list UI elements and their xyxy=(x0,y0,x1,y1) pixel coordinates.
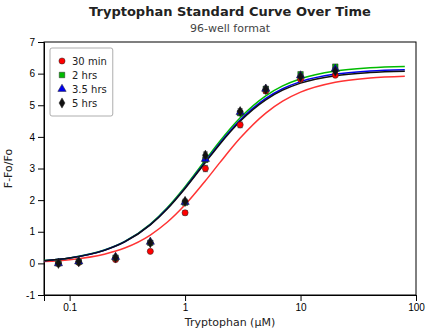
y-tick: 1 xyxy=(29,226,44,237)
point xyxy=(147,248,153,254)
y-tick-mark xyxy=(38,74,44,75)
y-tick: 2 xyxy=(29,195,44,206)
legend-symbol xyxy=(59,72,64,77)
y-tick: 4 xyxy=(29,132,44,143)
title: Tryptophan Standard Curve Over Time xyxy=(89,4,371,19)
subtitle: 96-well format xyxy=(190,22,271,35)
x-axis: 0.1 1 10 100 xyxy=(45,295,426,313)
y-axis-title: F-Fo/Fo xyxy=(2,149,15,189)
x-tick-label: 100 xyxy=(408,302,425,313)
x-axis-line xyxy=(45,296,417,302)
x-tick: 10 xyxy=(295,295,307,313)
point xyxy=(55,258,61,268)
point xyxy=(182,196,188,206)
legend-item: 30 min xyxy=(59,56,107,67)
y-tick-mark xyxy=(38,137,44,138)
y-tick-label: 2 xyxy=(29,195,35,206)
y-tick-label: 1 xyxy=(29,226,35,237)
x-tick-label: 10 xyxy=(295,302,307,313)
y-tick: 7 xyxy=(29,37,44,48)
y-tick: 3 xyxy=(29,163,44,174)
plot-frame xyxy=(44,42,416,295)
legend-label: 2 hrs xyxy=(72,70,97,81)
error-bar xyxy=(183,211,188,215)
point xyxy=(237,106,243,116)
x-tick-label: 1 xyxy=(183,302,189,313)
legend: 30 min 2 hrs 3.5 hrs 5 hrs xyxy=(50,48,113,116)
x-tick-label: 0.1 xyxy=(63,302,77,313)
legend-item: 5 hrs xyxy=(59,98,97,109)
point xyxy=(76,257,82,267)
y-tick-label: -1 xyxy=(26,290,35,301)
y-tick: 5 xyxy=(29,100,44,111)
y-axis-line xyxy=(38,43,45,296)
y-tick-mark xyxy=(38,263,44,264)
point xyxy=(147,238,153,248)
y-tick: -1 xyxy=(26,290,44,301)
chart: Tryptophan Standard Curve Over Time 96-we… xyxy=(0,0,428,331)
error-bar xyxy=(238,122,243,128)
legend-label: 3.5 hrs xyxy=(72,84,107,95)
x-axis-title: Tryptophan (μM) xyxy=(184,316,275,329)
y-tick-label: 5 xyxy=(29,100,35,111)
series-points xyxy=(54,64,339,266)
point xyxy=(298,72,304,82)
y-tick-label: 7 xyxy=(29,37,35,48)
point xyxy=(202,150,208,160)
y-tick-label: 6 xyxy=(29,68,35,79)
y-tick-mark xyxy=(38,105,44,106)
y-tick-mark xyxy=(38,200,44,201)
point xyxy=(237,122,243,128)
legend-symbol xyxy=(59,98,65,108)
point xyxy=(182,210,188,216)
legend-label: 5 hrs xyxy=(72,98,97,109)
y-tick: 6 xyxy=(29,68,44,79)
x-tick: 100 xyxy=(408,295,425,313)
point xyxy=(113,253,119,263)
legend-symbol xyxy=(59,58,65,64)
y-tick-mark xyxy=(38,42,44,43)
y-tick-mark xyxy=(38,169,44,170)
legend-label: 30 min xyxy=(72,56,107,67)
y-tick-label: 3 xyxy=(29,163,35,174)
point xyxy=(202,165,208,171)
y-tick-mark xyxy=(38,295,44,296)
legend-item: 3.5 hrs xyxy=(58,84,107,95)
y-tick-label: 4 xyxy=(29,132,35,143)
point xyxy=(263,84,269,94)
legend-symbol xyxy=(58,84,66,91)
point xyxy=(332,66,338,76)
error-bar xyxy=(203,165,208,171)
plot-area: 0.1 1 10 100 -1 0 1 2 3 4 5 6 7 Tryptophan (μM) F-Fo/F… xyxy=(2,37,425,329)
y-tick-mark xyxy=(38,232,44,233)
legend-item: 2 hrs xyxy=(59,70,97,81)
legend-box xyxy=(50,48,113,116)
y-tick: 0 xyxy=(29,258,44,269)
x-tick-mark xyxy=(185,295,186,301)
x-tick-mark xyxy=(301,295,302,301)
y-tick-label: 0 xyxy=(29,258,35,269)
x-tick-mark xyxy=(70,295,71,301)
x-tick: 1 xyxy=(183,295,189,313)
x-tick-mark xyxy=(416,295,417,301)
y-axis: -1 0 1 2 3 4 5 6 7 xyxy=(26,37,44,301)
series-points xyxy=(56,64,338,266)
x-tick: 0.1 xyxy=(63,295,77,313)
